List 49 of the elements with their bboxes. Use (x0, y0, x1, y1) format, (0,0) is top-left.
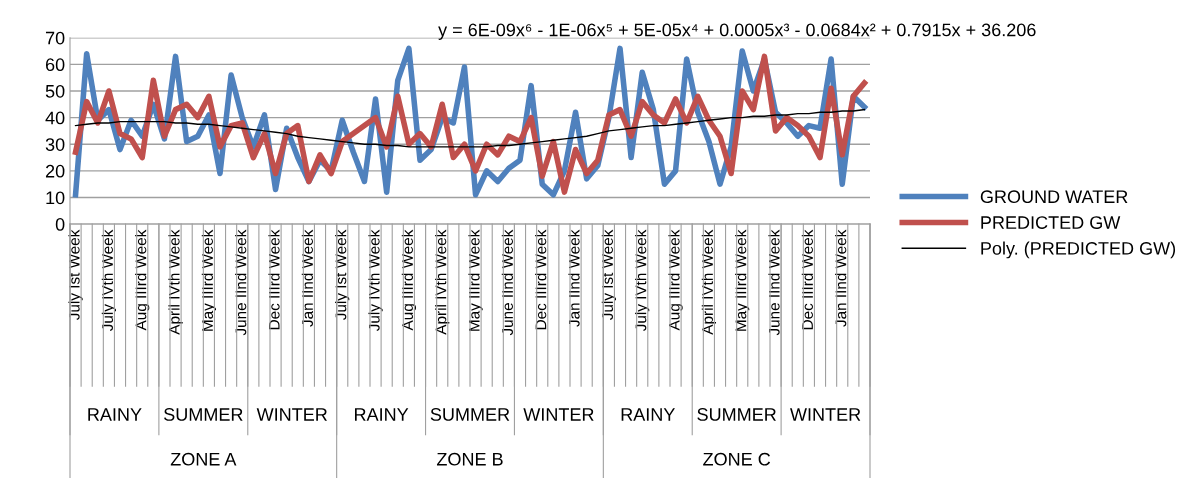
legend-label: GROUND WATER (980, 190, 1128, 204)
x-tick-label: July IVth Week (635, 229, 650, 332)
x-tick-label: Jan IInd Week (301, 229, 313, 327)
y-tick-label: 10 (46, 191, 65, 205)
y-tick-label: 40 (45, 111, 65, 125)
line-series (74, 108, 866, 148)
text: WINTER (790, 408, 861, 421)
x-tick-label: Aug IIIrd Week (135, 229, 150, 331)
text: ZONE C (703, 452, 771, 466)
text: SUMMER (430, 408, 510, 421)
y-tick-label: 30 (45, 138, 65, 151)
x-tick-label: July Ist Week (335, 229, 350, 320)
x-tick-label: Aug IIIrd Week (668, 229, 683, 331)
y-tick-label: 60 (45, 58, 65, 72)
text: SUMMER (164, 408, 243, 421)
x-tick-label: July Ist Week (601, 229, 617, 320)
x-tick-label: Jan IInd Week (835, 229, 847, 327)
x-tick-label: May IIIrd Week (201, 229, 217, 331)
y-tick-label: 0 (55, 218, 65, 231)
x-tick-label: April IVth Week (701, 229, 717, 335)
x-tick-label: Dec IIIrd Week (268, 229, 280, 330)
text: WINTER (256, 408, 327, 421)
text: ZONE B (436, 452, 503, 466)
x-tick-label: June IInd Week (235, 229, 247, 336)
y-tick-label: 50 (45, 84, 65, 98)
x-tick-label: June IInd Week (501, 229, 513, 336)
text: WINTER (523, 408, 594, 421)
legend-label: Poly. (PREDICTED GW) (981, 241, 1176, 259)
text: RAINY (355, 408, 409, 421)
x-tick-label: Aug IIIrd Week (401, 229, 417, 331)
x-tick-label: Dec IIIrd Week (801, 229, 813, 330)
x-tick-label: July Ist Week (68, 229, 83, 320)
x-tick-label: May IIIrd Week (468, 229, 483, 331)
x-tick-label: May IIIrd Week (735, 229, 750, 331)
x-tick-label: Dec IIIrd Week (535, 229, 547, 330)
text: ZONE A (170, 452, 237, 466)
text: RAINY (88, 408, 142, 421)
x-tick-label: April IVth Week (168, 229, 183, 335)
x-tick-label: Jan IInd Week (568, 229, 580, 327)
x-tick-label: April IVth Week (435, 229, 450, 335)
x-tick-label: July IVth Week (101, 229, 117, 332)
text: SUMMER (697, 408, 776, 421)
x-tick-label: July IVth Week (368, 229, 383, 332)
y-tick-label: 70 (45, 31, 65, 45)
y-tick-label: 20 (45, 164, 65, 178)
x-tick-label: June IInd Week (768, 229, 780, 336)
text: RAINY (621, 408, 675, 421)
legend-label: PREDICTED GW (981, 216, 1121, 229)
annotation: y = 6E-09x⁶ - 1E-06x⁵ + 5E-05x⁴ + 0.0005x³ - 0.0684x² + 0.7915x + 36.206 (438, 23, 1036, 40)
